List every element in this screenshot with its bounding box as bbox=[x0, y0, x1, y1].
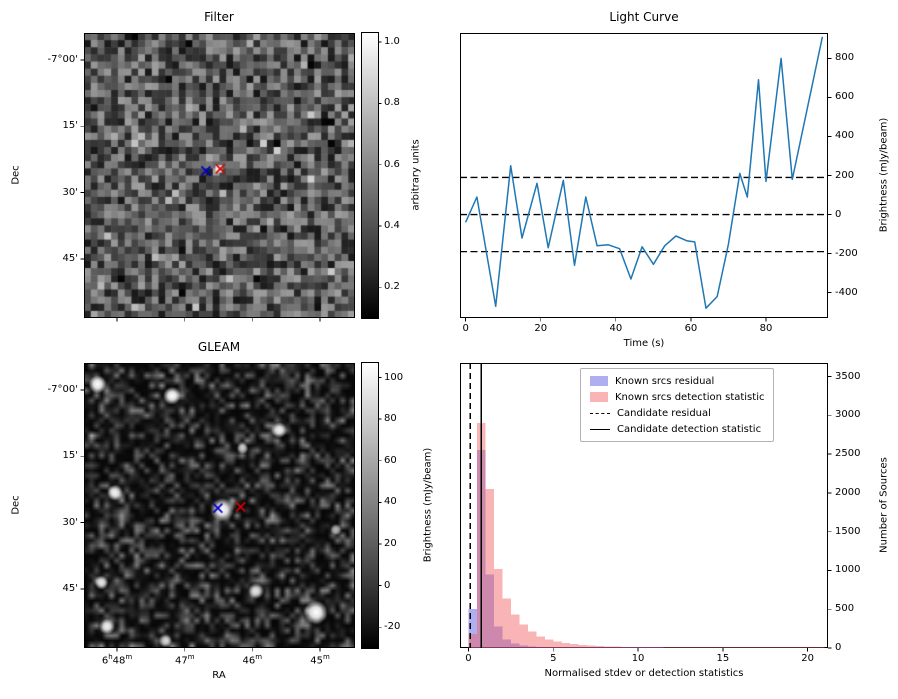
colorbar-tick-label: 0.2 bbox=[384, 281, 400, 293]
legend-label-candidate-residual: Candidate residual bbox=[617, 407, 711, 419]
legend-solid-line-icon bbox=[590, 428, 610, 430]
filter-image bbox=[84, 33, 355, 318]
dec-tick-label: 30' bbox=[62, 186, 78, 198]
legend-swatch-known-detection bbox=[590, 392, 608, 402]
legend-label-known-residual: Known srcs residual bbox=[615, 375, 715, 387]
colorbar-tick-label: 80 bbox=[384, 413, 397, 425]
colorbar-tick-label: -20 bbox=[384, 621, 401, 633]
stdev-tick-label: 0 bbox=[465, 653, 472, 664]
brightness-tick-label: -200 bbox=[835, 247, 858, 259]
dec-tick-label: 45' bbox=[62, 253, 78, 264]
filter-title: Filter bbox=[204, 10, 234, 24]
count-tick-label: 3000 bbox=[835, 409, 861, 421]
dec-tick-label: 30' bbox=[62, 516, 78, 528]
stdev-tick-label: 10 bbox=[631, 653, 645, 664]
brightness-tick-label: 400 bbox=[835, 130, 855, 142]
colorbar-tick-label: 1.0 bbox=[384, 36, 400, 48]
dec-tick-label: 15' bbox=[62, 450, 78, 462]
gleam-colorbar bbox=[361, 362, 379, 649]
brightness-tick-label: 0 bbox=[835, 208, 842, 220]
histogram-legend: Known srcs residual Known srcs detection… bbox=[580, 368, 775, 442]
colorbar-tick-label: 60 bbox=[384, 454, 397, 466]
lightcurve-ylabel: Brightness (mJy/beam) bbox=[878, 117, 890, 233]
count-tick-label: 2000 bbox=[835, 486, 861, 498]
legend-label-candidate-detection: Candidate detection statistic bbox=[617, 423, 762, 435]
brightness-tick-label: 200 bbox=[835, 169, 855, 181]
count-tick-label: 1500 bbox=[835, 525, 861, 537]
legend-swatch-known-residual bbox=[590, 376, 608, 386]
histogram-xlabel: Normalised stdev or detection statistics bbox=[544, 668, 744, 679]
filter-colorbar bbox=[361, 32, 379, 319]
count-tick-label: 500 bbox=[835, 603, 855, 615]
gleam-ylabel: Dec bbox=[10, 495, 22, 515]
gleam-xlabel: RA bbox=[212, 670, 226, 681]
dec-tick-label: 45' bbox=[62, 583, 78, 594]
time-tick-label: 60 bbox=[684, 323, 698, 334]
time-tick-label: 0 bbox=[462, 323, 469, 334]
count-tick-label: 3500 bbox=[835, 370, 861, 382]
ra-tick-label: 6h48m bbox=[101, 653, 133, 667]
colorbar-tick-label: 20 bbox=[384, 537, 397, 549]
ra-tick-label: 47m bbox=[175, 653, 195, 667]
legend-entry: Known srcs detection statistic bbox=[590, 389, 764, 405]
brightness-tick-label: -400 bbox=[835, 286, 858, 298]
colorbar-tick-label: 40 bbox=[384, 496, 397, 508]
time-tick-label: 20 bbox=[534, 323, 548, 334]
time-tick-label: 80 bbox=[759, 323, 773, 334]
lightcurve-xlabel: Time (s) bbox=[623, 338, 665, 349]
count-tick-label: 1000 bbox=[835, 564, 861, 576]
stdev-tick-label: 15 bbox=[716, 653, 730, 664]
ra-tick-label: 45m bbox=[310, 653, 330, 667]
count-tick-label: 2500 bbox=[835, 448, 861, 460]
histogram-ylabel: Number of Sources bbox=[878, 457, 890, 553]
colorbar-tick-label: 100 bbox=[384, 371, 404, 383]
dec-tick-label: 15' bbox=[62, 120, 78, 132]
dec-tick-label: -7°00' bbox=[47, 54, 78, 66]
count-tick-label: 0 bbox=[835, 642, 842, 653]
brightness-tick-label: 600 bbox=[835, 91, 855, 103]
legend-dashed-line-icon bbox=[590, 412, 610, 414]
colorbar-tick-label: 0.4 bbox=[384, 219, 400, 231]
gleam-title: GLEAM bbox=[197, 340, 241, 354]
legend-entry: Candidate detection statistic bbox=[590, 421, 764, 437]
colorbar-tick-label: 0 bbox=[384, 579, 391, 591]
filter-ylabel: Dec bbox=[10, 165, 22, 185]
lightcurve-title: Light Curve bbox=[609, 10, 679, 24]
time-tick-label: 40 bbox=[609, 323, 623, 334]
gleam-image bbox=[84, 363, 355, 648]
legend-entry: Known srcs residual bbox=[590, 373, 764, 389]
filter-colorbar-label: arbitrary units bbox=[410, 139, 422, 211]
legend-label-known-detection: Known srcs detection statistic bbox=[615, 391, 765, 403]
stdev-tick-label: 5 bbox=[550, 653, 557, 664]
legend-entry: Candidate residual bbox=[590, 405, 764, 421]
ra-tick-label: 46m bbox=[242, 653, 263, 667]
dec-tick-label: -7°00' bbox=[47, 384, 78, 396]
brightness-tick-label: 800 bbox=[835, 52, 855, 64]
stdev-tick-label: 20 bbox=[801, 653, 815, 664]
colorbar-tick-label: 0.8 bbox=[384, 97, 400, 109]
gleam-colorbar-label: Brightness (mJy/beam) bbox=[422, 447, 434, 563]
colorbar-tick-label: 0.6 bbox=[384, 158, 400, 170]
